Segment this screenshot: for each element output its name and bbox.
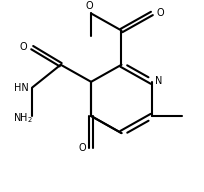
Text: O: O — [155, 8, 163, 18]
Text: O: O — [85, 1, 93, 11]
Text: O: O — [20, 42, 27, 52]
Text: N: N — [155, 76, 162, 86]
Text: NH$_2$: NH$_2$ — [13, 111, 32, 125]
Text: HN: HN — [14, 83, 29, 93]
Text: O: O — [79, 143, 86, 153]
